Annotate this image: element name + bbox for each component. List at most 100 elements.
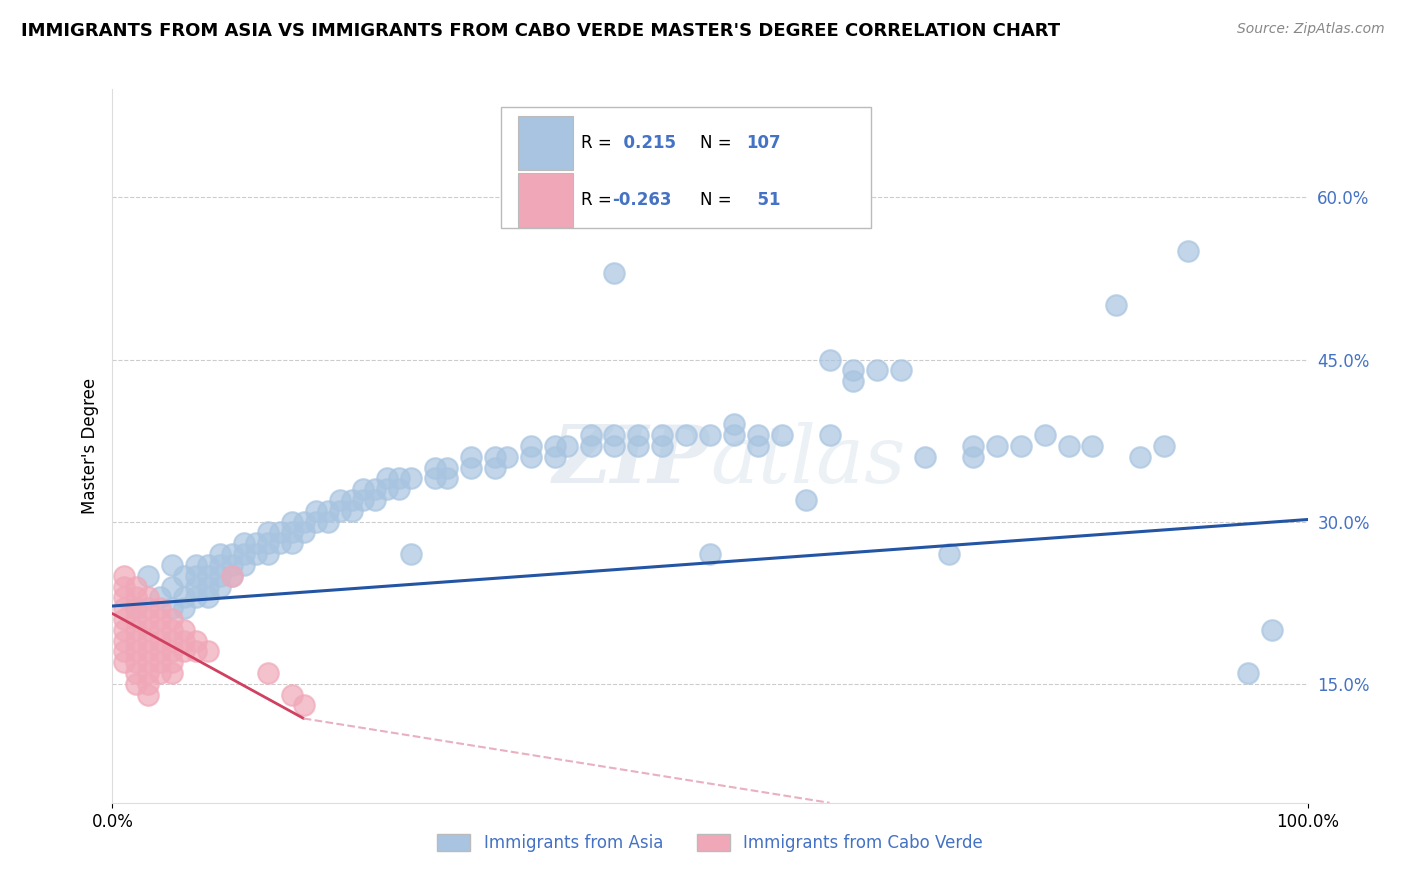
Point	[699, 547, 721, 561]
Point	[292, 515, 315, 529]
Point	[149, 623, 172, 637]
Point	[114, 655, 135, 669]
Point	[747, 428, 769, 442]
Point	[197, 580, 219, 594]
Point	[269, 525, 291, 540]
Point	[842, 363, 865, 377]
Point	[186, 568, 208, 582]
Point	[162, 580, 183, 594]
Point	[162, 644, 183, 658]
Point	[627, 428, 650, 442]
Point	[401, 547, 423, 561]
Point	[162, 558, 183, 572]
Point	[401, 471, 423, 485]
Point	[914, 450, 936, 464]
Point	[221, 568, 243, 582]
FancyBboxPatch shape	[517, 116, 572, 169]
Point	[162, 655, 183, 669]
Point	[1177, 244, 1199, 259]
Point	[125, 666, 148, 681]
Point	[221, 558, 243, 572]
Point	[1010, 439, 1032, 453]
Point	[329, 504, 352, 518]
Point	[281, 688, 304, 702]
Legend: Immigrants from Asia, Immigrants from Cabo Verde: Immigrants from Asia, Immigrants from Ca…	[430, 827, 990, 859]
Point	[520, 439, 543, 453]
Text: IMMIGRANTS FROM ASIA VS IMMIGRANTS FROM CABO VERDE MASTER'S DEGREE CORRELATION C: IMMIGRANTS FROM ASIA VS IMMIGRANTS FROM …	[21, 22, 1060, 40]
Text: R =: R =	[581, 134, 612, 152]
Point	[114, 601, 135, 615]
Point	[770, 428, 793, 442]
Point	[269, 536, 291, 550]
Point	[257, 525, 280, 540]
Point	[675, 428, 697, 442]
Point	[651, 439, 673, 453]
Point	[292, 525, 315, 540]
Point	[114, 623, 135, 637]
Point	[125, 601, 148, 615]
Point	[388, 482, 411, 496]
Point	[1105, 298, 1128, 312]
Point	[209, 580, 232, 594]
Point	[221, 568, 243, 582]
Point	[866, 363, 889, 377]
Point	[125, 612, 148, 626]
Point	[555, 439, 578, 453]
Point	[436, 460, 458, 475]
Point	[747, 439, 769, 453]
Point	[114, 612, 135, 626]
Point	[245, 536, 267, 550]
Point	[149, 644, 172, 658]
Point	[138, 688, 160, 702]
Point	[221, 547, 243, 561]
Point	[257, 666, 280, 681]
Point	[484, 460, 506, 475]
Point	[425, 460, 447, 475]
Point	[1261, 623, 1284, 637]
Point	[281, 515, 304, 529]
Point	[794, 493, 817, 508]
Text: atlas: atlas	[710, 422, 905, 499]
Point	[186, 558, 208, 572]
Point	[233, 558, 256, 572]
Point	[460, 450, 482, 464]
Point	[316, 504, 339, 518]
Point	[377, 482, 399, 496]
Point	[149, 612, 172, 626]
Point	[627, 439, 650, 453]
Point	[1237, 666, 1260, 681]
Point	[186, 633, 208, 648]
FancyBboxPatch shape	[501, 107, 872, 228]
Point	[114, 568, 135, 582]
Point	[340, 504, 363, 518]
Point	[329, 493, 352, 508]
Point	[162, 666, 183, 681]
Point	[209, 558, 232, 572]
Point	[233, 547, 256, 561]
Point	[209, 547, 232, 561]
Point	[425, 471, 447, 485]
Text: N =: N =	[700, 134, 733, 152]
Point	[603, 439, 626, 453]
Point	[460, 460, 482, 475]
Point	[173, 633, 195, 648]
Point	[281, 536, 304, 550]
Point	[723, 428, 745, 442]
Point	[173, 644, 195, 658]
Point	[818, 352, 841, 367]
Point	[890, 363, 912, 377]
Point	[138, 612, 160, 626]
Point	[962, 439, 984, 453]
Point	[114, 591, 135, 605]
Point	[316, 515, 339, 529]
Point	[125, 633, 148, 648]
Point	[125, 591, 148, 605]
Point	[125, 677, 148, 691]
Point	[938, 547, 960, 561]
Point	[496, 450, 519, 464]
Point	[484, 450, 506, 464]
Point	[1153, 439, 1175, 453]
Point	[986, 439, 1008, 453]
Point	[138, 644, 160, 658]
Text: 107: 107	[747, 134, 780, 152]
